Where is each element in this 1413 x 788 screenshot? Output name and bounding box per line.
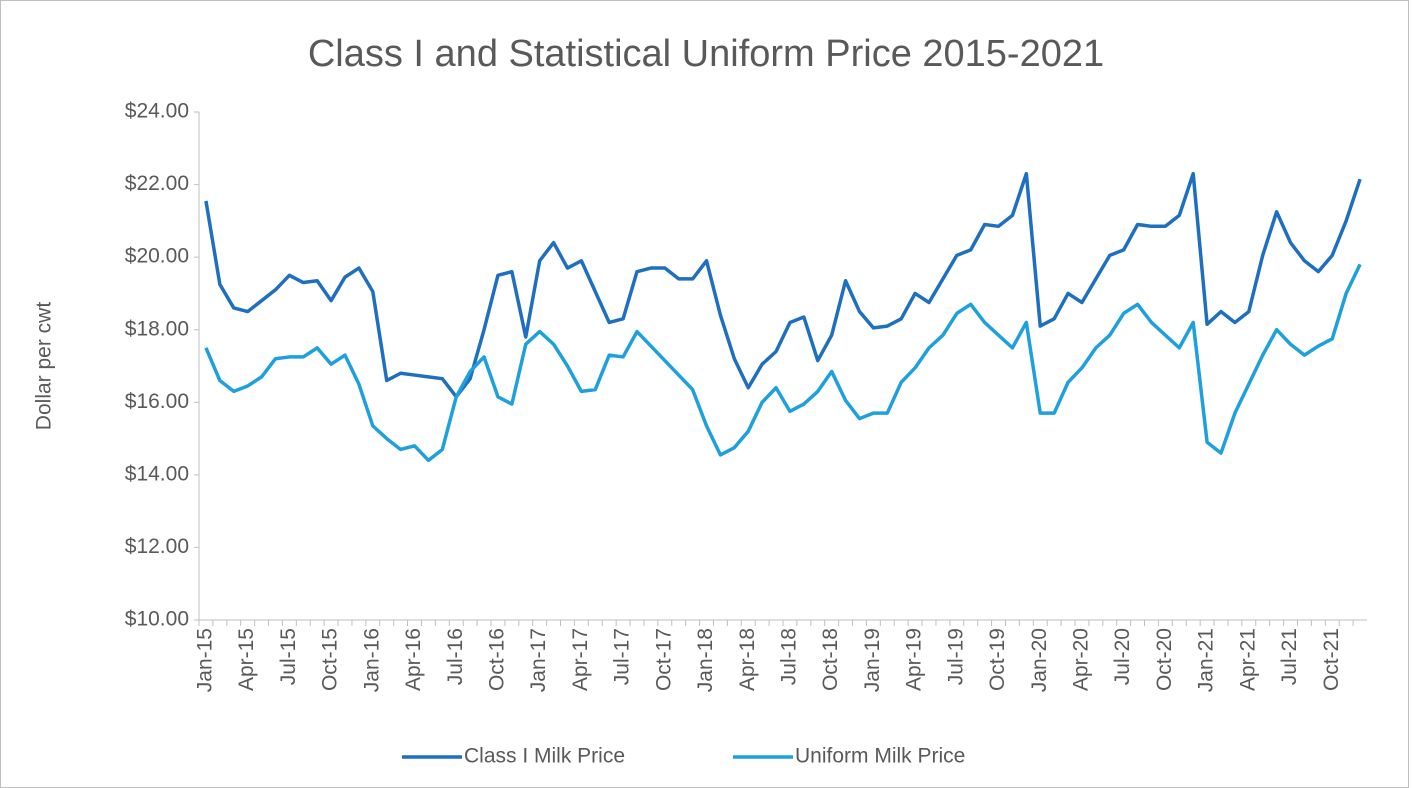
y-axis-title: Dollar per cwt	[33, 302, 56, 431]
x-tick-label: Oct-18	[819, 628, 842, 691]
x-tick-label: Oct-16	[485, 628, 508, 691]
y-tick-label: $22.00	[125, 172, 189, 195]
x-tick-label: Apr-21	[1236, 628, 1259, 691]
x-tick-label: Jan-21	[1195, 628, 1218, 692]
x-tick-label: Apr-20	[1069, 628, 1092, 691]
x-tick-label: Apr-16	[402, 628, 425, 691]
x-tick-label: Apr-19	[903, 628, 926, 691]
legend-label: Uniform Milk Price	[795, 745, 965, 768]
y-tick-label: $10.00	[125, 608, 189, 631]
x-tick-label: Oct-19	[986, 628, 1009, 691]
x-tick-label: Jul-17	[611, 628, 634, 685]
x-tick-label: Jan-17	[527, 628, 550, 692]
x-tick-label: Oct-20	[1153, 628, 1176, 691]
y-tick-label: $16.00	[125, 390, 189, 413]
chart-title: Class I and Statistical Uniform Price 20…	[308, 33, 1104, 75]
x-tick-label: Jul-16	[444, 628, 467, 685]
x-tick-label: Jan-18	[694, 628, 717, 692]
x-tick-label: Jul-19	[944, 628, 967, 685]
y-tick-label: $18.00	[125, 317, 189, 340]
x-tick-label: Jan-15	[193, 628, 216, 692]
x-tick-label: Apr-17	[569, 628, 592, 691]
y-tick-label: $14.00	[125, 462, 189, 485]
x-tick-label: Jan-19	[861, 628, 884, 692]
y-tick-label: $20.00	[125, 245, 189, 268]
x-tick-label: Apr-15	[235, 628, 258, 691]
x-tick-label: Apr-18	[736, 628, 759, 691]
x-tick-label: Oct-21	[1320, 628, 1343, 691]
legend-label: Class I Milk Price	[464, 745, 625, 768]
x-tick-label: Jul-18	[777, 628, 800, 685]
x-tick-label: Oct-17	[652, 628, 675, 691]
line-series	[204, 263, 1362, 463]
x-tick-label: Jul-15	[277, 628, 300, 685]
x-tick-label: Jul-20	[1111, 628, 1134, 685]
y-tick-label: $12.00	[125, 535, 189, 558]
x-tick-label: Jan-20	[1028, 628, 1051, 692]
y-tick-label: $24.00	[125, 100, 189, 123]
x-tick-label: Jul-21	[1278, 628, 1301, 685]
x-tick-label: Oct-15	[319, 628, 342, 691]
x-tick-label: Jan-16	[360, 628, 383, 692]
line-series	[204, 171, 1362, 399]
